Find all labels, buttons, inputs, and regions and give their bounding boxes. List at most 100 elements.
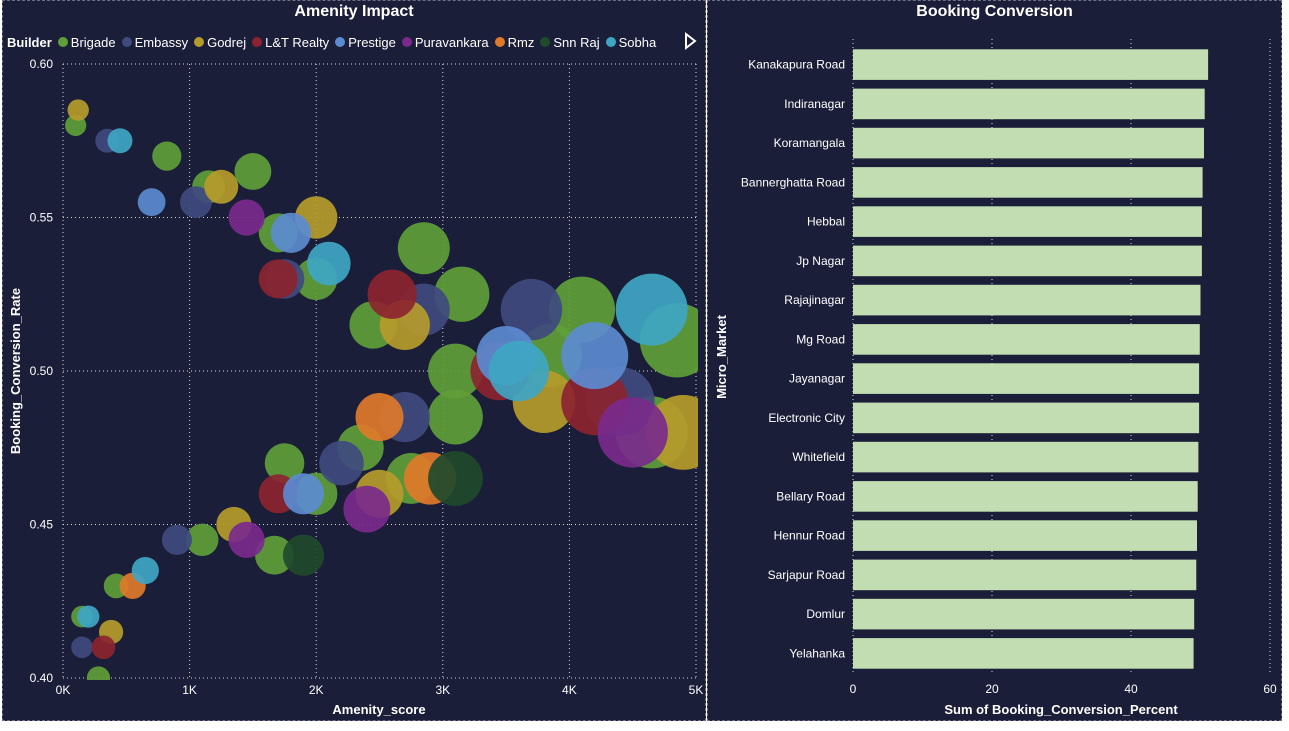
bar-category-label: Hennur Road [774,529,845,543]
bar-category-label: Rajajinagar [784,293,845,307]
scatter-point[interactable] [161,524,192,555]
scatter-point[interactable] [107,128,133,154]
bar-yelahanka[interactable] [853,638,1194,669]
legend-next-icon[interactable] [683,31,697,51]
bar-koramangala[interactable] [853,127,1204,159]
legend-item[interactable]: Prestige [335,35,396,50]
legend-item[interactable]: Snn Raj [540,34,600,50]
builder-legend: Builder Brigade Embassy Godrej L&T Realty Pr… [7,33,662,51]
scatter-x-axis-label: Amenity_score [332,702,425,717]
scatter-point[interactable] [186,523,219,557]
bar-category-label: Electronic City [768,411,845,425]
scatter-point[interactable] [152,141,182,171]
scatter-x-tick-label: 0K [56,683,71,697]
scatter-point[interactable] [307,241,351,286]
scatter-point[interactable] [131,556,159,585]
legend-label: Sobha [618,34,657,50]
scatter-point[interactable] [488,340,549,402]
bar-kanakapura-road[interactable] [853,49,1209,80]
scatter-point[interactable] [71,636,93,659]
legend-item[interactable]: Rmz [494,35,534,50]
bar-x-axis-label: Sum of Booking_Conversion_Percent [944,702,1178,717]
bar-rajajinagar[interactable] [853,284,1201,316]
scatter-point[interactable] [137,188,166,217]
legend-label: Prestige [348,34,396,50]
legend-marker [335,37,346,47]
legend-label: Godrej [207,34,247,50]
bar-electronic-city[interactable] [853,402,1200,434]
bar-hennur-road[interactable] [853,520,1197,551]
scatter-point[interactable] [561,322,629,390]
scatter-point[interactable] [428,343,483,399]
scatter-point[interactable] [319,440,364,486]
bar-indiranagar[interactable] [853,88,1205,120]
bar-category-label: Bellary Road [776,489,845,503]
bar-bellary-road[interactable] [853,481,1198,512]
legend-marker [252,37,263,47]
scatter-point[interactable] [258,259,298,299]
legend-marker [540,37,551,47]
scatter-point[interactable] [77,605,100,628]
bar-category-label: Kanakapura Road [748,58,845,72]
scatter-point[interactable] [282,534,325,576]
bar-sarjapur-road[interactable] [853,559,1197,591]
bar-x-tick-label: 20 [985,682,999,696]
scatter-point[interactable] [264,443,305,483]
bar-x-tick-label: 60 [1263,682,1277,696]
bar-domlur[interactable] [853,598,1195,630]
scatter-point[interactable] [397,222,450,275]
bar-category-label: Koramangala [774,136,846,150]
scatter-point[interactable] [428,389,483,445]
scatter-point[interactable] [91,635,116,660]
legend-item[interactable]: Puravankara [401,34,489,50]
booking-conversion-title: Booking Conversion [916,3,1073,20]
bar-mg-road[interactable] [853,324,1200,355]
scatter-point[interactable] [180,186,212,219]
scatter-y-axis-label: Booking_Conversion_Rate [8,288,23,454]
bar-category-label: Mg Road [796,332,845,346]
legend-label: Puravankara [414,34,489,50]
scatter-point[interactable] [228,199,265,236]
legend-item[interactable]: Sobha [605,34,657,50]
scatter-y-tick-label: 0.55 [30,211,54,225]
scatter-point[interactable] [86,666,111,689]
scatter-point[interactable] [428,451,483,506]
bar-bannerghatta-road[interactable] [853,167,1203,198]
bar-category-label: Jayanagar [789,372,845,386]
scatter-point[interactable] [367,269,417,319]
legend-label: Brigade [70,34,116,50]
legend-item[interactable]: Godrej [194,35,246,50]
bar-jp-nagar[interactable] [853,245,1202,277]
scatter-x-tick-label: 1K [182,683,197,697]
scatter-point[interactable] [597,397,668,468]
bar-jayanagar[interactable] [853,363,1200,394]
scatter-point[interactable] [343,485,391,533]
scatter-point[interactable] [228,521,265,558]
scatter-point[interactable] [500,278,563,341]
scatter-x-tick-label: 5K [689,683,704,697]
bar-whitefield[interactable] [853,441,1199,473]
scatter-point[interactable] [255,535,294,575]
legend-item[interactable]: Embassy [121,34,189,50]
legend-marker [494,37,505,47]
scatter-point[interactable] [204,169,239,204]
amenity-scatter-chart: 0K 1K 2K 3K 4K 5K 0.40 0.45 0.50 0.55 0.60 Amenity… [8,57,704,717]
legend-item[interactable]: Brigade [57,34,116,50]
bar-hebbal[interactable] [853,206,1202,237]
scatter-point[interactable] [234,153,272,190]
bar-category-label: Jp Nagar [796,254,845,268]
legend-label: Snn Raj [553,34,600,50]
scatter-point[interactable] [282,473,325,515]
scatter-point[interactable] [270,212,311,253]
scatter-x-tick-label: 4K [562,683,577,697]
legend-label: Embassy [134,34,189,50]
scatter-point[interactable] [615,273,688,346]
bar-x-tick-label: 40 [1124,682,1138,696]
scatter-point[interactable] [67,99,89,121]
legend-item[interactable]: L&T Realty [252,35,329,50]
bar-x-tick-label: 0 [850,682,857,696]
scatter-x-tick-label: 3K [435,683,450,697]
scatter-y-tick-label: 0.45 [30,518,54,532]
scatter-point[interactable] [355,393,404,442]
amenity-impact-title: Amenity Impact [294,3,414,20]
